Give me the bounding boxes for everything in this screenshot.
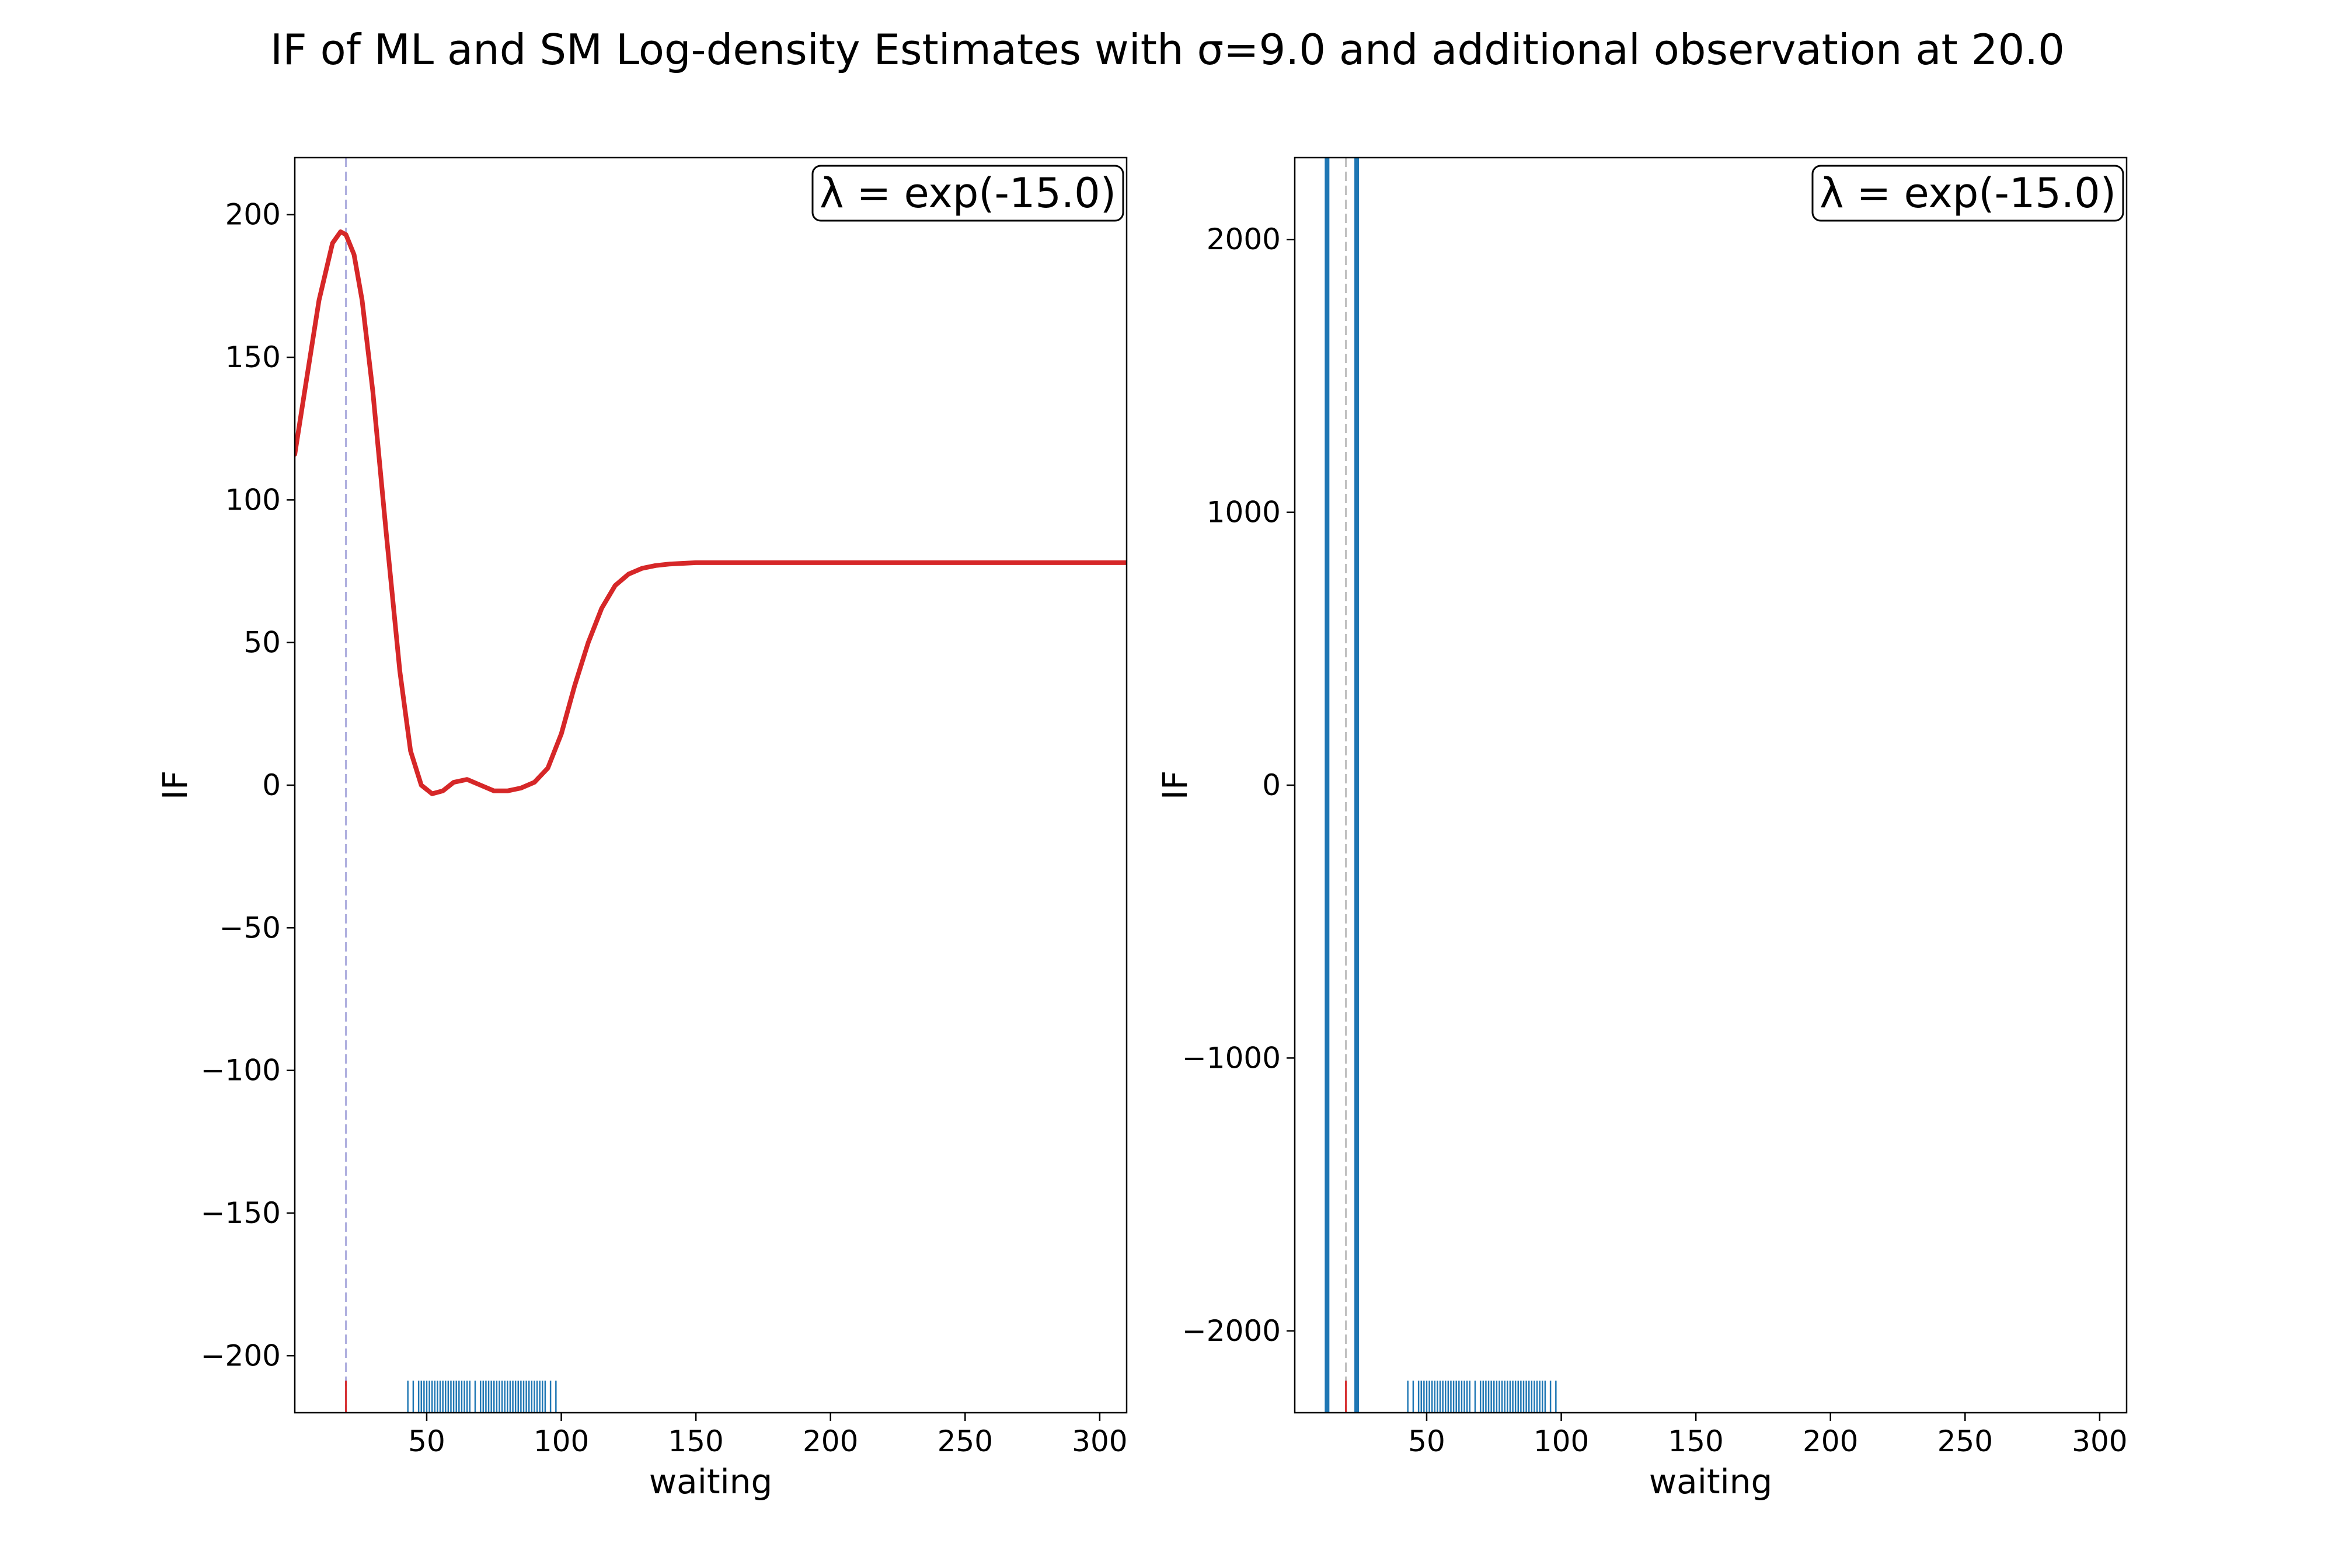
y-tick-label: 100 — [225, 483, 281, 517]
y-axis-label: IF — [1155, 771, 1195, 800]
x-tick-label: 200 — [1803, 1424, 1858, 1458]
x-axis-label: waiting — [649, 1462, 773, 1501]
x-tick-label: 100 — [1534, 1424, 1589, 1458]
lambda-annotation: λ = exp(-15.0) — [1820, 169, 2116, 217]
panel-right: 50 100 150 200 250 300 −2000 −1000 0 1000 2000 wait… — [1155, 156, 2128, 1501]
y-tick-label: −200 — [201, 1339, 281, 1372]
panel-left: 50 100 150 200 250 300 −200 −150 −100 −50 0 50 100 15… — [155, 156, 1128, 1501]
x-tick-label: 50 — [408, 1424, 445, 1458]
y-tick-label: 0 — [1262, 768, 1281, 802]
x-tick-label: 150 — [668, 1424, 723, 1458]
y-tick-label: 2000 — [1207, 222, 1281, 256]
y-tick-label: −2000 — [1182, 1314, 1281, 1348]
y-tick-label: 150 — [225, 340, 281, 374]
y-tick-label: −1000 — [1182, 1041, 1281, 1075]
y-tick-label: −100 — [201, 1054, 281, 1088]
x-tick-label: 250 — [938, 1424, 993, 1458]
if-curve-series-0 — [295, 229, 1127, 796]
lambda-annotation-box — [1811, 165, 2124, 222]
plot-area — [1325, 158, 1557, 1413]
y-tick-label: −50 — [219, 911, 281, 945]
lambda-annotation: λ = exp(-15.0) — [820, 169, 1116, 217]
x-tick-label: 150 — [1668, 1424, 1723, 1458]
x-tick-label: 50 — [1408, 1424, 1445, 1458]
x-tick-label: 250 — [1937, 1424, 1993, 1458]
x-tick-label: 300 — [1072, 1424, 1127, 1458]
lambda-annotation-box — [811, 165, 1124, 222]
y-tick-label: −150 — [201, 1196, 281, 1230]
y-tick-label: 200 — [225, 198, 281, 232]
suptitle: IF of ML and SM Log-density Estimates wi… — [270, 25, 2065, 74]
y-tick-label: 50 — [243, 626, 281, 660]
plot-area — [295, 158, 1127, 1413]
x-tick-label: 300 — [2072, 1424, 2127, 1458]
x-axis-label: waiting — [1649, 1462, 1773, 1501]
axes-frame — [1294, 156, 2128, 1414]
y-tick-label: 0 — [262, 768, 281, 802]
x-tick-label: 200 — [803, 1424, 858, 1458]
y-axis-label: IF — [155, 771, 195, 800]
y-tick-label: 1000 — [1207, 496, 1281, 529]
x-tick-label: 100 — [534, 1424, 589, 1458]
